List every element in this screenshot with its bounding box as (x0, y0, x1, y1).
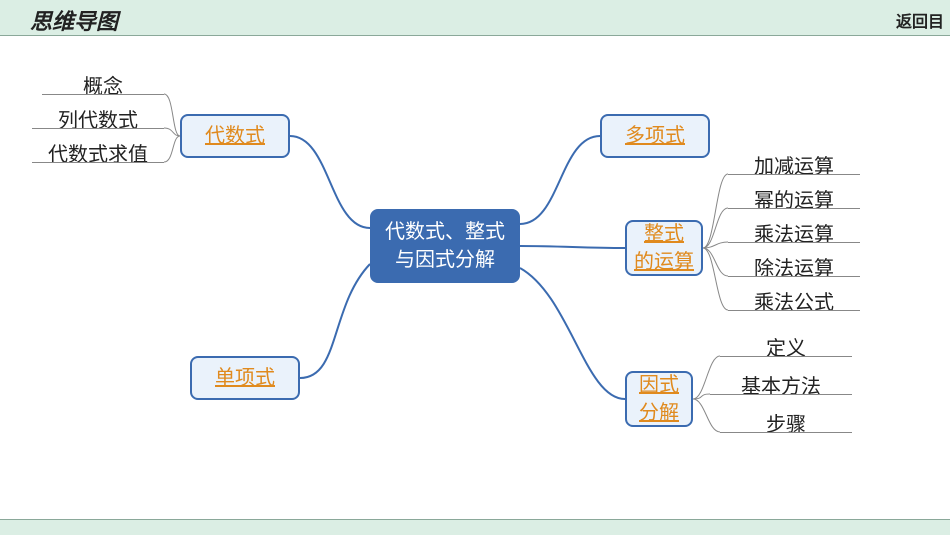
mindmap-canvas: 代数式、整式 与因式分解代数式单项式多项式整式 的运算因式 分解概念列代数式代数… (0, 36, 950, 516)
ops-leaf-line (728, 208, 860, 209)
factor-leaf-line (720, 356, 852, 357)
factor-leaf-line (720, 432, 852, 433)
ops-leaf-line (728, 174, 860, 175)
branch-factoring-label: 因式 分解 (639, 371, 679, 427)
branch-integerops-label: 整式 的运算 (634, 220, 694, 276)
branch-polynomial-label: 多项式 (625, 122, 685, 150)
algebra-leaf-line (42, 94, 164, 95)
ops-leaf-line (728, 276, 860, 277)
center-node: 代数式、整式 与因式分解 (370, 209, 520, 283)
branch-factoring[interactable]: 因式 分解 (625, 371, 693, 427)
branch-monomial-label: 单项式 (215, 364, 275, 392)
branch-integerops[interactable]: 整式 的运算 (625, 220, 703, 276)
algebra-leaf-line (32, 162, 164, 163)
branch-algebra-label: 代数式 (205, 122, 265, 150)
header-bar: 思维导图 返回目 (0, 0, 950, 36)
page-title: 思维导图 (30, 4, 118, 36)
center-node-label: 代数式、整式 与因式分解 (385, 218, 505, 274)
footer-band (0, 519, 950, 535)
return-link[interactable]: 返回目 (896, 8, 944, 32)
algebra-leaf-line (32, 128, 164, 129)
ops-leaf-line (728, 242, 860, 243)
ops-leaf-line (728, 310, 860, 311)
branch-algebra[interactable]: 代数式 (180, 114, 290, 158)
branch-polynomial[interactable]: 多项式 (600, 114, 710, 158)
branch-monomial[interactable]: 单项式 (190, 356, 300, 400)
factor-leaf-line (710, 394, 852, 395)
